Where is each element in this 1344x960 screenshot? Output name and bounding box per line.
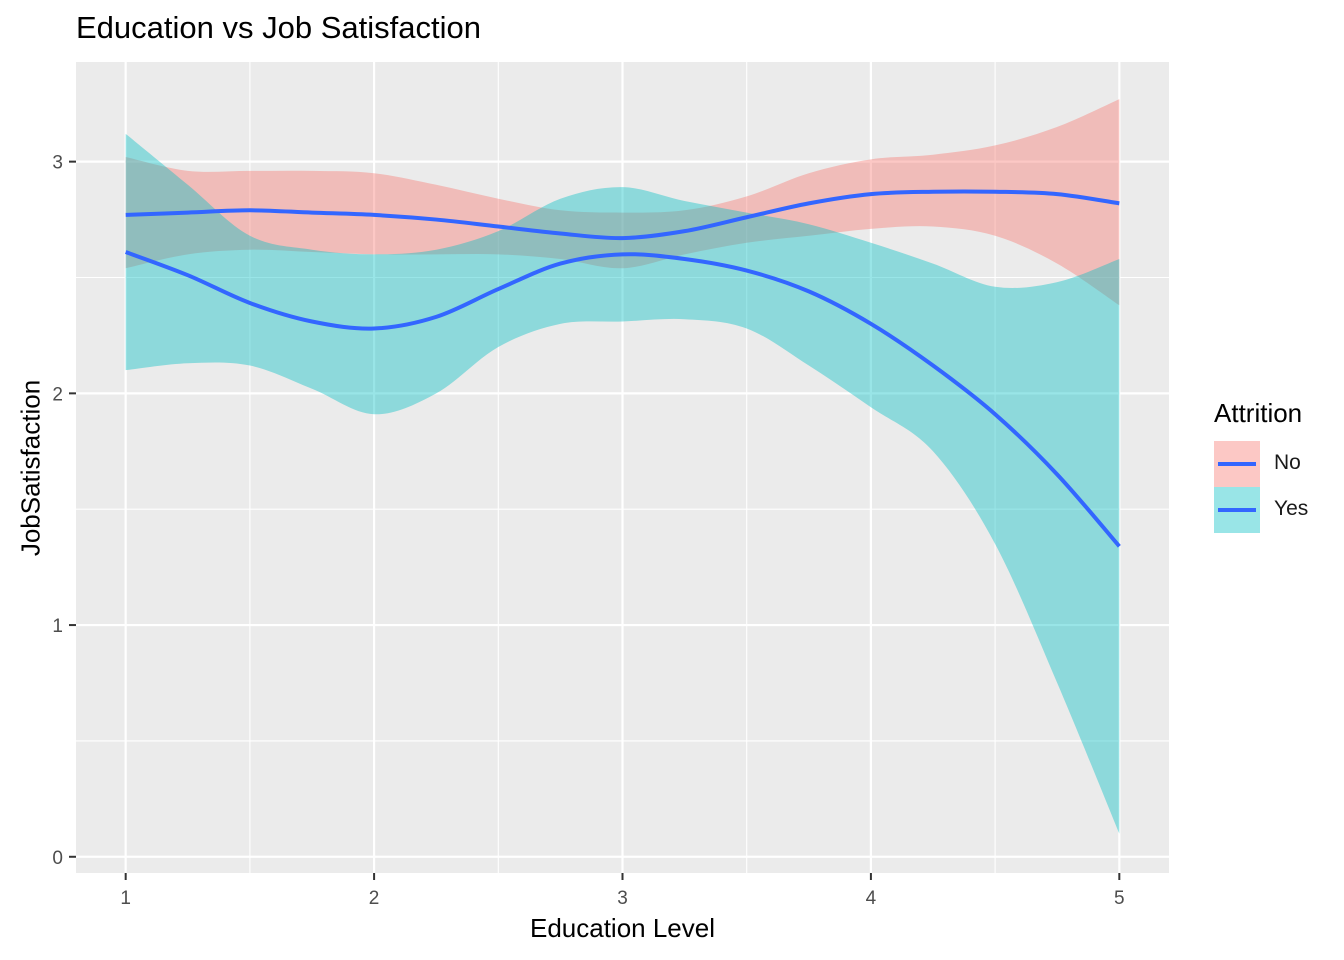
legend-label-yes: Yes xyxy=(1274,497,1309,520)
legend-title: Attrition xyxy=(1214,398,1303,428)
y-tick-label: 0 xyxy=(52,848,63,869)
line-yes xyxy=(124,250,1121,548)
x-tick-label: 3 xyxy=(617,888,628,909)
y-tick-label: 2 xyxy=(52,384,63,405)
chart-title: Education vs Job Satisfaction xyxy=(76,10,481,45)
x-tick-label: 2 xyxy=(369,888,380,909)
legend-item-no: No xyxy=(1214,441,1302,487)
legend-key-no xyxy=(1214,441,1260,487)
legend-label-no: No xyxy=(1274,451,1301,474)
y-axis-label: JobSatisfaction xyxy=(15,379,46,557)
x-tick-label: 4 xyxy=(866,888,877,909)
legend-item-yes: Yes xyxy=(1214,487,1308,533)
x-tick-label: 1 xyxy=(120,888,131,909)
x-axis-label: Education Level xyxy=(529,913,716,943)
legend: Attrition No Yes xyxy=(1214,398,1308,533)
ribbon-yes xyxy=(125,133,1120,834)
line-no xyxy=(125,189,1120,241)
y-tick-label: 3 xyxy=(52,153,63,174)
y-tick-label: 1 xyxy=(52,616,63,637)
ribbon-no xyxy=(125,99,1120,306)
x-tick-label: 5 xyxy=(1114,888,1125,909)
legend-key-yes xyxy=(1214,487,1260,533)
